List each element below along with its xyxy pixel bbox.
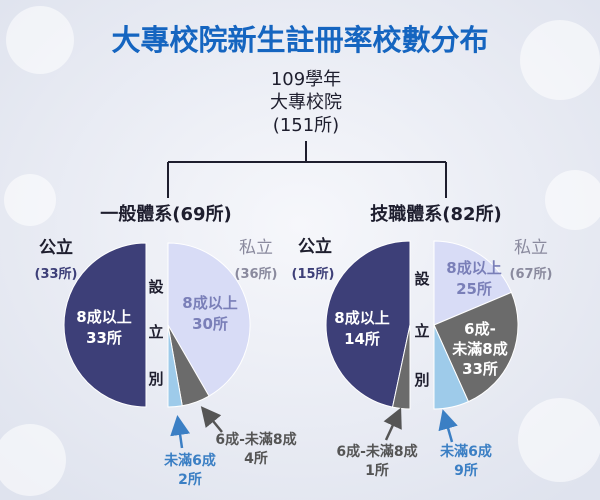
slice-label-vocational-private-mid-3: 33所: [462, 360, 498, 378]
chart-general: 一般體系(69所) 公立 (33所) 私立 (36所) 設 立 別 8成以上 3…: [35, 203, 297, 488]
slice-label-general-private-mid-1: 6成-未滿8成: [215, 431, 296, 448]
pie-slice-general-private-high: [167, 242, 251, 397]
chart-general-title: 一般體系(69所): [100, 203, 232, 225]
pie-slice-general-private-low: [167, 324, 183, 408]
pie-slice-vocational-private-mid: [433, 291, 519, 403]
slice-label-vocational-private-low-2: 9所: [454, 462, 478, 479]
chart-vocational-divider-char-2: 立: [414, 322, 429, 340]
root-line-3: (151所): [273, 115, 339, 136]
slice-label-general-public-high-2: 33所: [86, 329, 122, 347]
chart-vocational-divider-char-1: 設: [414, 270, 430, 288]
slice-label-general-private-low-2: 2所: [178, 471, 202, 488]
slice-label-vocational-public-mid-1: 6成-未滿8成: [336, 443, 417, 460]
root-line-2: 大專校院: [270, 92, 342, 113]
slice-label-general-private-low-1: 未滿6成: [164, 452, 216, 469]
chart-general-private-count: (36所): [235, 266, 278, 282]
pie-slice-vocational-private-low: [433, 324, 470, 410]
chart-vocational-private-label: 私立: [514, 238, 548, 258]
slice-label-vocational-private-mid-2: 未滿8成: [451, 340, 507, 358]
chart-vocational: 技職體系(82所) 公立 (15所) 私立 (67所) 設 立 別 8成以上 1…: [292, 203, 553, 479]
chart-general-public-label: 公立: [39, 237, 73, 258]
root-line-1: 109學年: [271, 69, 341, 90]
arrow-vocational-low: [438, 409, 458, 443]
slice-label-general-private-high-1: 8成以上: [182, 294, 237, 312]
slice-label-vocational-public-mid-2: 1所: [365, 462, 389, 479]
chart-vocational-title: 技職體系(82所): [370, 203, 502, 225]
arrow-general-low: [170, 415, 191, 449]
arrow-vocational-mid: [383, 407, 402, 441]
chart-vocational-private-count: (67所): [510, 266, 553, 282]
decorative-flowers: [0, 6, 600, 496]
chart-vocational-divider-char-3: 別: [413, 371, 429, 389]
slice-label-vocational-private-high-2: 25所: [456, 280, 492, 298]
slice-label-vocational-private-low-1: 未滿6成: [440, 443, 492, 460]
arrow-general-mid: [200, 406, 223, 433]
slice-label-general-private-high-2: 30所: [192, 315, 228, 333]
slice-label-vocational-public-high-1: 8成以上: [334, 309, 389, 327]
tree-connector: [167, 141, 447, 198]
chart-general-divider-char-2: 立: [148, 323, 163, 341]
chart-vocational-public-count: (15所): [292, 266, 335, 282]
slice-label-vocational-public-high-2: 14所: [344, 330, 380, 348]
slice-label-vocational-private-high-1: 8成以上: [446, 259, 501, 277]
chart-general-divider-char-1: 設: [148, 278, 164, 296]
chart-vocational-public-label: 公立: [298, 236, 332, 257]
slice-label-vocational-private-mid-1: 6成-: [464, 320, 496, 338]
pie-slice-general-public-high: [63, 242, 147, 408]
pie-slice-vocational-public-high: [325, 240, 411, 408]
chart-general-public-count: (33所): [35, 266, 78, 282]
page-title: 大專校院新生註冊率校數分布: [111, 23, 488, 57]
chart-general-private-label: 私立: [239, 238, 273, 258]
slice-label-general-private-mid-2: 4所: [244, 450, 268, 467]
pie-slice-vocational-private-high: [433, 240, 513, 326]
slice-label-general-public-high-1: 8成以上: [76, 308, 131, 326]
chart-general-divider-char-3: 別: [147, 370, 163, 388]
